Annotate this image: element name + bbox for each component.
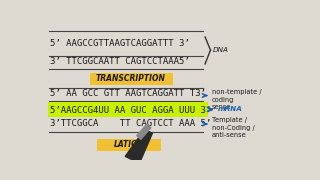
Text: non-template /
coding
sense: non-template / coding sense [212,89,262,110]
Text: 5’AAGCCG4UU AA GUC AGGA UUU 3’: 5’AAGCCG4UU AA GUC AGGA UUU 3’ [50,106,211,115]
Text: 3’ TTCGGCAATT CAGTCCTAAA5’: 3’ TTCGGCAATT CAGTCCTAAA5’ [50,57,190,66]
Text: 5’ AA GCC GTT AAGTCAGGATT T3’: 5’ AA GCC GTT AAGTCAGGATT T3’ [50,89,206,98]
Text: DNA: DNA [213,47,229,53]
Polygon shape [137,124,151,139]
Text: TRANSCRIPTION: TRANSCRIPTION [96,75,166,84]
FancyBboxPatch shape [90,73,172,85]
FancyBboxPatch shape [97,139,161,151]
Text: LATION: LATION [114,140,145,149]
Text: 3’TTCGGCA    TT CAGTCCT AAA 5’: 3’TTCGGCA TT CAGTCCT AAA 5’ [50,119,211,128]
Text: mRNA: mRNA [218,106,243,112]
FancyBboxPatch shape [48,102,208,117]
Text: Template /
non-Coding /
anti-sense: Template / non-Coding / anti-sense [212,117,255,138]
Polygon shape [125,129,152,160]
Text: 5’ AAGCCGTTAAGTCAGGATTT 3’: 5’ AAGCCGTTAAGTCAGGATTT 3’ [50,39,190,48]
